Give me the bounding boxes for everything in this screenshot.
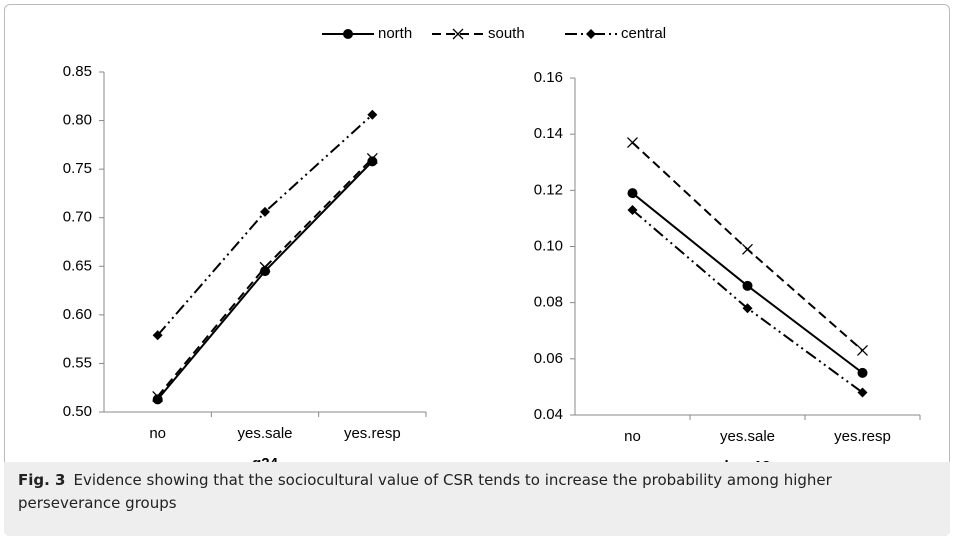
y-tick-label: 0.85: [63, 63, 92, 80]
series-line: [631, 141, 864, 352]
y-tick-label: 0.08: [534, 294, 563, 311]
data-point: [367, 109, 378, 120]
caption: Fig. 3 Evidence showing that the sociocul…: [4, 462, 950, 536]
x-axis-title: g24: [252, 455, 279, 462]
x-tick-label: no: [149, 425, 166, 442]
data-point: [742, 303, 753, 314]
caption-text: Evidence showing that the sociocultural …: [18, 471, 832, 512]
y-tick-label: 0.80: [63, 112, 92, 129]
legend-marker: [452, 28, 464, 40]
data-point: [152, 394, 163, 405]
data-point: [260, 206, 270, 217]
y-tick-label: 0.12: [534, 181, 563, 198]
data-point: [627, 188, 638, 199]
y-tick-label: 0.50: [63, 403, 92, 420]
y-tick-label: 0.14: [534, 125, 563, 142]
data-point: [857, 387, 868, 398]
data-point: [627, 204, 638, 215]
legend-label: north: [378, 25, 412, 42]
y-tick-label: 0.70: [63, 209, 92, 226]
y-tick-label: 0.55: [63, 354, 92, 371]
data-point: [627, 137, 638, 149]
data-point: [857, 367, 868, 378]
y-tick-label: 0.10: [534, 237, 563, 254]
x-tick-label: yes.resp: [344, 425, 401, 442]
data-point: [857, 344, 868, 356]
data-point: [367, 156, 378, 167]
y-tick-label: 0.06: [534, 350, 563, 367]
x-tick-label: yes.sale: [720, 428, 775, 445]
caption-label: Fig. 3: [18, 471, 66, 489]
data-point: [152, 390, 164, 402]
y-tick-label: 0.65: [63, 257, 92, 274]
chart: 0.50 0.55 0.60 0.65 0.70 0.75 0.80 0.85 no yes.sa…: [63, 25, 921, 462]
x-tick-label: yes.sale: [237, 425, 292, 442]
series-line: [631, 209, 864, 394]
data-point: [260, 266, 270, 277]
data-point: [742, 243, 753, 255]
legend-label: south: [488, 25, 525, 42]
legend-marker: [586, 29, 596, 39]
x-tick-label: yes.resp: [834, 428, 891, 445]
legend-marker: [343, 29, 353, 39]
data-point: [366, 152, 378, 164]
series-line: [156, 157, 374, 398]
y-tick-label: 0.16: [534, 69, 563, 86]
data-point: [742, 280, 753, 291]
data-point: [152, 330, 163, 341]
y-tick-label: 0.04: [534, 406, 563, 423]
series-line: [156, 114, 374, 336]
data-point: [259, 261, 271, 273]
y-tick-label: 0.60: [63, 306, 92, 323]
x-axis-title: less12: [725, 458, 771, 462]
legend-label: central: [621, 25, 666, 42]
y-tick-label: 0.75: [63, 160, 92, 177]
series-line: [156, 160, 374, 401]
x-tick-label: no: [624, 428, 641, 445]
